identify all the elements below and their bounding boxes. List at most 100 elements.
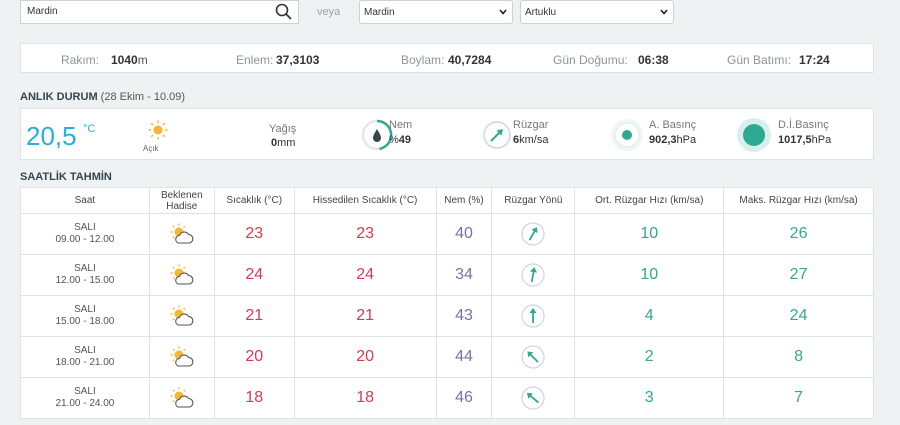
table-row: SALI 18.00 - 21.00 20 20 44 2 8 — [20, 336, 874, 378]
table-row: SALI 09.00 - 12.00 23 23 40 10 26 — [20, 213, 874, 255]
max-wind-speed-cell: 7 — [723, 377, 874, 419]
col-header-hissedilen: Hissedilen Sıcaklık (°C) — [293, 187, 437, 214]
expected-weather-cell — [148, 213, 215, 255]
expected-weather-cell — [148, 377, 215, 419]
ruzgar-value: 6km/sa — [513, 134, 549, 146]
di-basinc-value: 1017,5hPa — [778, 134, 832, 146]
max-wind-speed-cell: 24 — [723, 295, 874, 337]
search-icon[interactable] — [274, 2, 294, 22]
location-info-bar: Rakım: 1040m Enlem: 37,3103 Boylam: 40,7… — [20, 43, 874, 73]
hourly-forecast-heading: SAATLİK TAHMİN — [20, 171, 112, 183]
time-cell: SALI 15.00 - 18.00 — [20, 295, 150, 337]
col-header-saat: Saat — [20, 187, 150, 214]
col-header-nem: Nem (%) — [435, 187, 493, 214]
wind-direction-cell — [491, 336, 576, 378]
humidity-icon — [361, 119, 393, 151]
di-basinc-label: D.İ.Basınç — [778, 119, 829, 131]
partly-cloudy-icon — [170, 223, 194, 244]
temperature-cell: 24 — [213, 254, 295, 296]
avg-wind-speed-cell: 2 — [574, 336, 725, 378]
max-wind-speed-cell: 27 — [723, 254, 874, 296]
col-header-ort-ruzgar: Ort. Rüzgar Hızı (km/sa) — [574, 187, 725, 214]
gun-dogumu-label: Gün Doğumu: — [553, 53, 628, 67]
col-header-hadise: Beklenen Hadise — [148, 187, 215, 214]
expected-weather-cell — [148, 295, 215, 337]
condition-label: Açık — [143, 144, 159, 153]
partly-cloudy-icon — [170, 264, 194, 285]
table-row: SALI 12.00 - 15.00 24 24 34 10 27 — [20, 254, 874, 296]
chevron-down-icon — [660, 9, 668, 15]
search-input[interactable]: Mardin — [20, 0, 299, 24]
col-header-sicaklik: Sıcaklık (°C) — [213, 187, 295, 214]
nem-value: %49 — [389, 134, 412, 146]
district-select-value: Artuklu — [525, 7, 557, 18]
yagis-value: 0mm — [271, 137, 296, 149]
partly-cloudy-icon — [170, 346, 194, 367]
avg-wind-speed-cell: 3 — [574, 377, 725, 419]
pressure-icon — [611, 119, 643, 151]
rakim-value: 1040m — [111, 53, 148, 67]
table-row: SALI 15.00 - 18.00 21 21 43 4 24 — [20, 295, 874, 337]
boylam-value: 40,7284 — [448, 53, 492, 67]
current-conditions-heading: ANLIK DURUM (28 Ekim - 10.09) — [20, 91, 186, 103]
nem-label: Nem — [389, 119, 413, 131]
sun-icon — [148, 120, 168, 140]
feels-like-cell: 23 — [293, 213, 437, 255]
district-select[interactable]: Artuklu — [520, 0, 674, 24]
humidity-cell: 44 — [435, 336, 493, 378]
yagis-label: Yağış — [269, 123, 297, 135]
humidity-cell: 40 — [435, 213, 493, 255]
humidity-cell: 43 — [435, 295, 493, 337]
enlem-label: Enlem: — [236, 53, 274, 67]
avg-wind-speed-cell: 4 — [574, 295, 725, 337]
temperature-cell: 20 — [213, 336, 295, 378]
wind-direction-arrow-icon — [521, 304, 546, 328]
time-cell: SALI 21.00 - 24.00 — [20, 377, 150, 419]
col-header-ruzgar-yonu: Rüzgar Yönü — [491, 187, 576, 214]
wind-direction-cell — [491, 254, 576, 296]
enlem-value: 37,3103 — [276, 53, 320, 67]
wind-direction-arrow-icon — [521, 222, 546, 246]
wind-direction-icon — [483, 121, 511, 149]
ruzgar-label: Rüzgar — [513, 119, 549, 131]
feels-like-cell: 21 — [293, 295, 437, 337]
rakim-label: Rakım: — [61, 53, 100, 67]
veya-label: veya — [317, 6, 341, 18]
temperature-unit: °C — [83, 123, 96, 135]
a-basinc-label: A. Basınç — [649, 119, 697, 131]
gun-dogumu-value: 06:38 — [638, 53, 669, 67]
time-cell: SALI 12.00 - 15.00 — [20, 254, 150, 296]
feels-like-cell: 20 — [293, 336, 437, 378]
max-wind-speed-cell: 26 — [723, 213, 874, 255]
expected-weather-cell — [148, 254, 215, 296]
gun-batimi-value: 17:24 — [799, 53, 830, 67]
table-header-row: Saat Beklenen Hadise Sıcaklık (°C) Hisse… — [20, 187, 874, 214]
a-basinc-value: 902,3hPa — [649, 134, 697, 146]
temperature-cell: 21 — [213, 295, 295, 337]
avg-wind-speed-cell: 10 — [574, 213, 725, 255]
boylam-label: Boylam: — [401, 53, 445, 67]
wind-direction-arrow-icon — [521, 345, 546, 369]
hourly-forecast-table: Saat Beklenen Hadise Sıcaklık (°C) Hisse… — [20, 187, 874, 419]
max-wind-speed-cell: 8 — [723, 336, 874, 378]
wind-direction-arrow-icon — [521, 263, 546, 287]
wind-direction-cell — [491, 377, 576, 419]
avg-wind-speed-cell: 10 — [574, 254, 725, 296]
wind-direction-cell — [491, 213, 576, 255]
temperature-cell: 23 — [213, 213, 295, 255]
wind-direction-cell — [491, 295, 576, 337]
temperature-cell: 18 — [213, 377, 295, 419]
table-row: SALI 21.00 - 24.00 18 18 46 3 7 — [20, 377, 874, 419]
time-cell: SALI 09.00 - 12.00 — [20, 213, 150, 255]
province-select[interactable]: Mardin — [359, 0, 513, 24]
gun-batimi-label: Gün Batımı: — [727, 53, 792, 67]
sea-level-pressure-icon — [737, 118, 771, 152]
humidity-cell: 34 — [435, 254, 493, 296]
wind-direction-arrow-icon — [521, 386, 546, 410]
time-cell: SALI 18.00 - 21.00 — [20, 336, 150, 378]
current-temperature: 20,5 — [26, 121, 77, 151]
humidity-cell: 46 — [435, 377, 493, 419]
feels-like-cell: 18 — [293, 377, 437, 419]
partly-cloudy-icon — [170, 305, 194, 326]
province-select-value: Mardin — [364, 7, 395, 18]
